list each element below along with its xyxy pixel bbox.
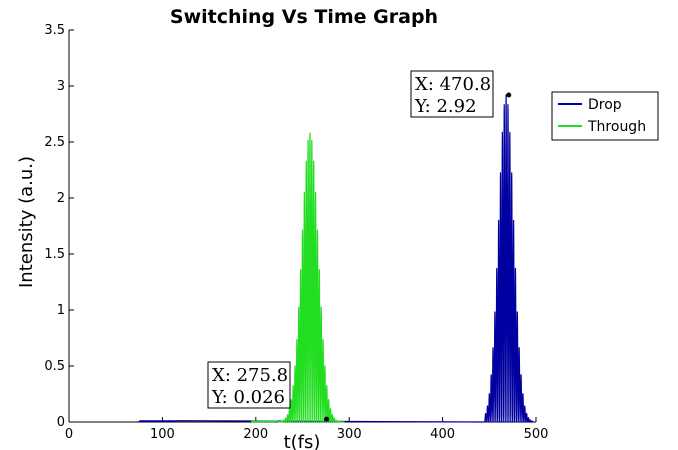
series-layer [138, 94, 534, 423]
y-tick-label: 0.5 [44, 359, 65, 374]
y-axis-label: Intensity (a.u.) [16, 156, 37, 288]
annotation-through: X: 275.8 Y: 0.026 [207, 361, 330, 422]
annotation-drop-marker [506, 92, 512, 98]
y-tick-label: 3.5 [44, 23, 65, 38]
y-tick-label: 2.5 [44, 135, 65, 150]
y-tick-label: 1 [57, 303, 65, 318]
x-tick-label: 100 [150, 427, 175, 442]
x-tick-label: 500 [524, 427, 549, 442]
annotation-through-y: Y: 0.026 [211, 387, 285, 408]
series-through-line [250, 132, 346, 423]
y-tick-label: 3 [57, 79, 65, 94]
legend-through-label: Through [587, 119, 646, 135]
x-axis-label: t(fs) [284, 432, 321, 450]
chart-title: Switching Vs Time Graph [170, 6, 438, 28]
legend-drop-label: Drop [588, 97, 622, 113]
x-tick-label: 200 [243, 427, 268, 442]
legend: Drop Through [551, 91, 659, 141]
x-ticks: 0 100 200 300 400 500 [65, 417, 549, 442]
legend-box [551, 91, 659, 141]
x-tick-label: 400 [430, 427, 455, 442]
annotation-drop-x: X: 470.8 [415, 74, 491, 95]
x-tick-label: 0 [65, 427, 73, 442]
annotation-drop-box [410, 70, 494, 118]
x-tick-label: 300 [337, 427, 362, 442]
y-ticks: 0 0.5 1 1.5 2 2.5 3 3.5 [44, 23, 74, 430]
y-tick-label: 1.5 [44, 247, 65, 262]
annotation-through-box [207, 361, 291, 409]
y-tick-label: 2 [57, 191, 65, 206]
annotation-drop-y: Y: 2.92 [414, 96, 477, 117]
y-tick-label: 0 [57, 415, 65, 430]
annotation-through-x: X: 275.8 [212, 365, 288, 386]
annotation-drop: X: 470.8 Y: 2.92 [410, 70, 512, 118]
annotation-through-marker [324, 416, 330, 422]
series-drop-line [138, 94, 534, 423]
